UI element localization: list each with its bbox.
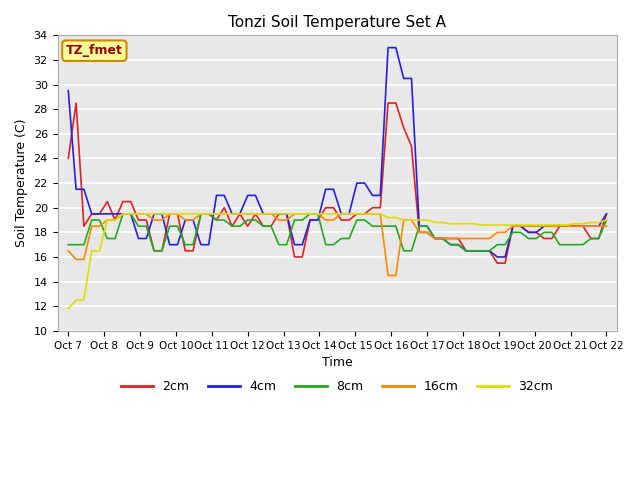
2cm (540, 236, 548, 241)
Text: TZ_fmet: TZ_fmet (66, 44, 123, 57)
Line: 16cm: 16cm (68, 214, 607, 276)
16cm (65, 248, 72, 254)
2cm (603, 211, 611, 217)
4cm (291, 242, 298, 248)
Line: 32cm: 32cm (68, 214, 607, 309)
32cm (603, 217, 611, 223)
16cm (540, 223, 548, 229)
2cm (236, 211, 244, 217)
8cm (65, 242, 72, 248)
16cm (236, 211, 244, 217)
8cm (306, 211, 314, 217)
8cm (119, 211, 127, 217)
8cm (540, 229, 548, 235)
4cm (603, 211, 611, 217)
8cm (143, 223, 150, 229)
2cm (72, 100, 80, 106)
Line: 8cm: 8cm (68, 214, 607, 251)
2cm (143, 217, 150, 223)
32cm (143, 211, 150, 217)
16cm (119, 211, 127, 217)
16cm (369, 211, 376, 217)
2cm (369, 205, 376, 211)
8cm (376, 223, 384, 229)
Legend: 2cm, 4cm, 8cm, 16cm, 32cm: 2cm, 4cm, 8cm, 16cm, 32cm (116, 375, 559, 398)
4cm (134, 236, 142, 241)
Line: 4cm: 4cm (68, 48, 607, 257)
16cm (197, 211, 205, 217)
4cm (65, 88, 72, 94)
4cm (384, 45, 392, 50)
8cm (603, 217, 611, 223)
4cm (189, 217, 197, 223)
32cm (532, 222, 540, 228)
4cm (493, 254, 501, 260)
16cm (384, 273, 392, 278)
16cm (603, 223, 611, 229)
32cm (197, 211, 205, 217)
16cm (143, 211, 150, 217)
4cm (540, 223, 548, 229)
32cm (65, 306, 72, 312)
32cm (369, 211, 376, 217)
X-axis label: Time: Time (322, 356, 353, 369)
Y-axis label: Soil Temperature (C): Soil Temperature (C) (15, 119, 28, 247)
8cm (244, 217, 252, 223)
2cm (493, 260, 501, 266)
16cm (298, 211, 306, 217)
32cm (119, 211, 127, 217)
8cm (150, 248, 158, 254)
2cm (197, 211, 205, 217)
32cm (236, 211, 244, 217)
8cm (205, 211, 212, 217)
Title: Tonzi Soil Temperature Set A: Tonzi Soil Temperature Set A (228, 15, 446, 30)
32cm (525, 222, 532, 228)
4cm (361, 180, 369, 186)
2cm (298, 254, 306, 260)
Line: 2cm: 2cm (68, 103, 607, 263)
4cm (228, 211, 236, 217)
2cm (65, 156, 72, 161)
